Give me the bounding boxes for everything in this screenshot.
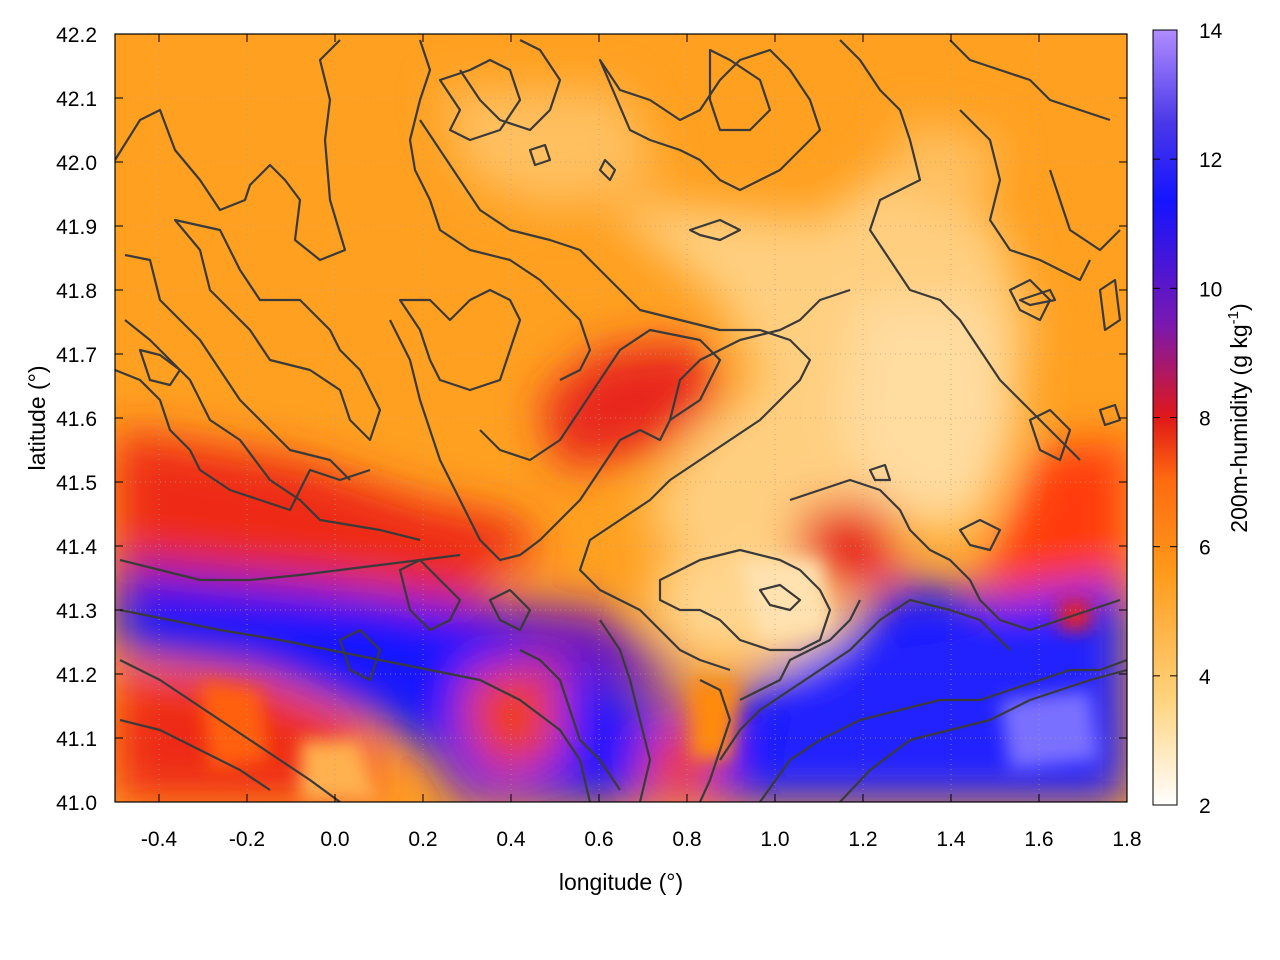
x-axis-title: longitude (°)	[559, 869, 683, 895]
y-tick-label: 41.8	[56, 280, 97, 303]
colorbar-tick-label: 14	[1199, 20, 1223, 43]
colorbar-title-main: 200m-humidity (g kg	[1226, 324, 1252, 532]
colorbar-tick-label: 10	[1199, 278, 1222, 301]
colorbar-title-superscript: -1	[1225, 311, 1242, 324]
colorbar-tick-label: 6	[1199, 537, 1211, 560]
y-tick-label: 41.7	[56, 344, 97, 367]
x-tick-label: -0.2	[229, 828, 265, 851]
colorbar-title-end: )	[1226, 303, 1252, 311]
y-tick-label: 41.0	[56, 792, 97, 815]
x-tick-label: 1.2	[848, 828, 877, 851]
x-tick-label: 0.6	[584, 828, 613, 851]
colorbar-title: 200m-humidity (g kg-1)	[1225, 303, 1252, 532]
colorbar-tick-label: 4	[1199, 666, 1211, 689]
colorbar-tick-label: 2	[1199, 795, 1211, 818]
y-tick-label: 41.5	[56, 472, 97, 495]
y-tick-label: 41.1	[56, 728, 97, 751]
x-tick-label: 1.6	[1024, 828, 1053, 851]
y-axis-title: latitude (°)	[24, 365, 50, 470]
y-tick-label: 41.3	[56, 600, 97, 623]
x-tick-label: 1.8	[1112, 828, 1141, 851]
x-tick-label: 0.0	[320, 828, 349, 851]
colorbar: 2 4 6 8 10 12 14 200m-humidity (g kg-1)	[1152, 20, 1252, 818]
y-tick-label: 42.1	[56, 88, 97, 111]
x-tick-label: 1.4	[936, 828, 966, 851]
grid-lines	[115, 34, 1127, 802]
x-axis: -0.4 -0.2 0.0 0.2 0.4 0.6 0.8 1.0 1.2 1.4 1.6 1.8	[141, 34, 1142, 851]
contour-lines	[115, 39, 1127, 802]
y-tick-label: 41.4	[56, 536, 97, 559]
y-tick-label: 41.6	[56, 408, 97, 431]
x-tick-label: -0.4	[141, 828, 178, 851]
y-tick-label: 42.2	[56, 24, 97, 47]
x-tick-label: 0.8	[672, 828, 701, 851]
y-tick-label: 42.0	[56, 152, 97, 175]
colorbar-ticks: 2 4 6 8 10 12 14	[1153, 20, 1223, 818]
x-tick-label: 1.0	[760, 828, 789, 851]
colorbar-tick-label: 12	[1199, 149, 1222, 172]
y-axis: 41.0 41.1 41.2 41.3 41.4 41.5 41.6 41.7 41.8 41.9…	[56, 24, 1127, 815]
x-tick-label: 0.2	[408, 828, 437, 851]
x-tick-label: 0.4	[496, 828, 526, 851]
colorbar-tick-label: 8	[1199, 408, 1211, 431]
y-tick-label: 41.2	[56, 664, 97, 687]
y-tick-label: 41.9	[56, 216, 97, 239]
